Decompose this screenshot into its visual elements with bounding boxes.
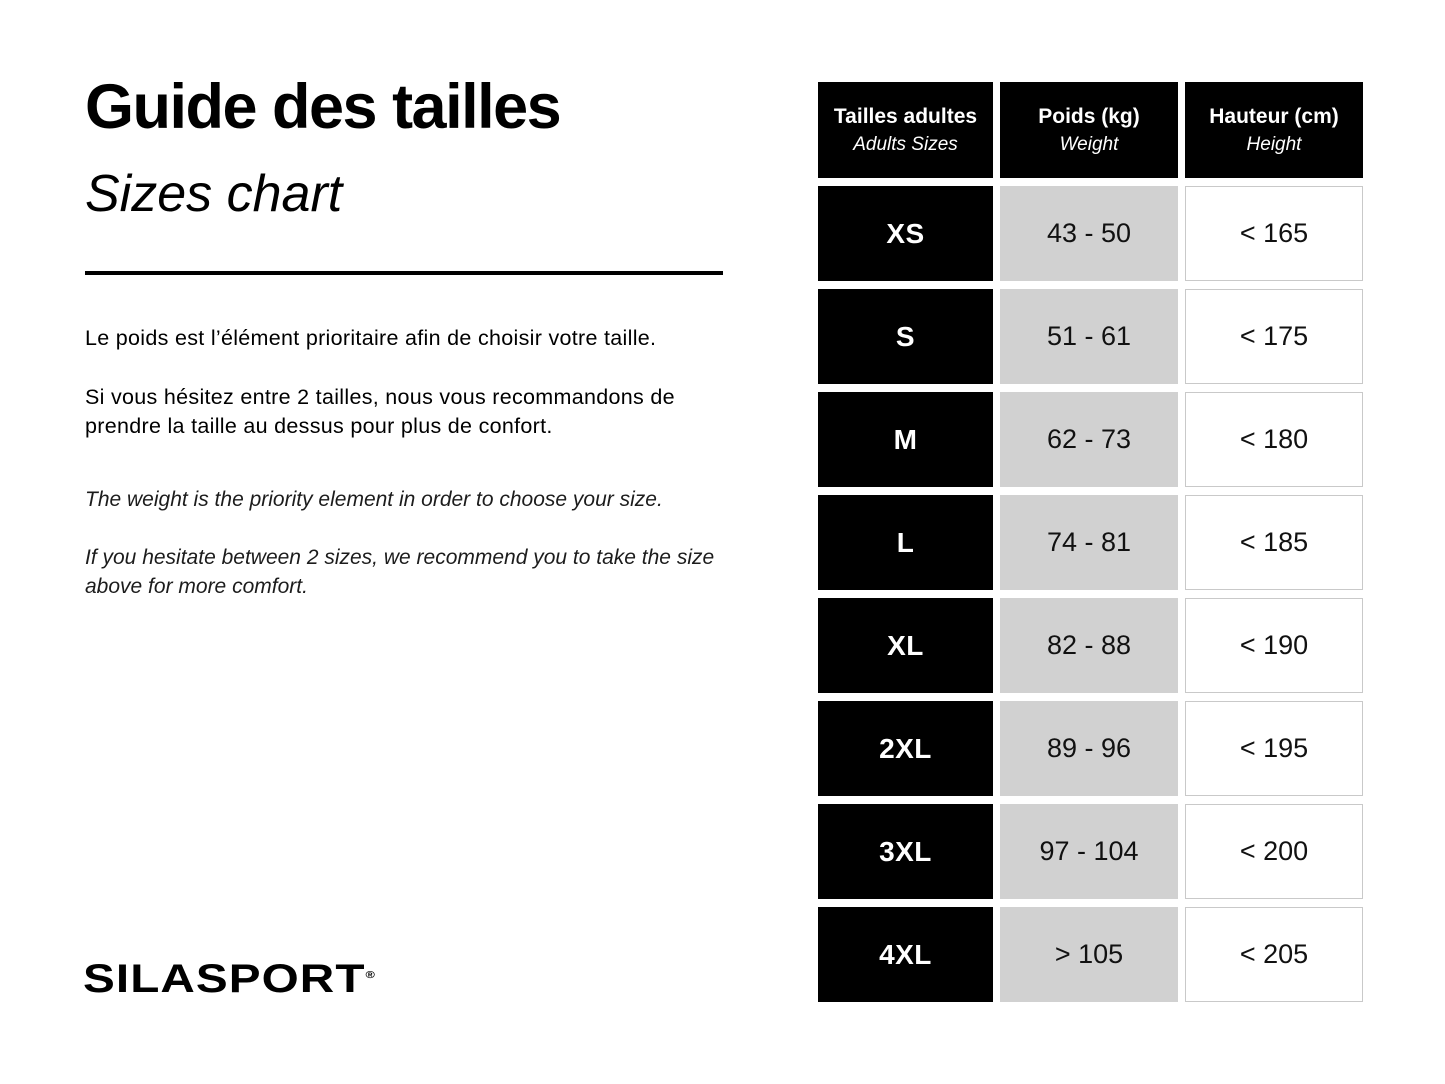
weight-cell: 82 - 88 bbox=[1000, 598, 1178, 693]
brand-logo: SILASPORT® bbox=[83, 959, 375, 999]
weight-cell: 97 - 104 bbox=[1000, 804, 1178, 899]
intro-paragraph-fr-1: Le poids est l’élément prioritaire afin … bbox=[85, 326, 657, 350]
height-cell: < 195 bbox=[1185, 701, 1363, 796]
intro-paragraph-fr-2: Si vous hésitez entre 2 tailles, nous vo… bbox=[85, 385, 675, 438]
page-title-french: Guide des tailles bbox=[85, 72, 562, 142]
height-cell: < 175 bbox=[1185, 289, 1363, 384]
column-header-sizes-fr: Tailles adultes bbox=[833, 104, 978, 128]
column-header-weight-en: Weight bbox=[1059, 133, 1119, 155]
height-cell: < 200 bbox=[1185, 804, 1363, 899]
weight-cell: 62 - 73 bbox=[1000, 392, 1178, 487]
brand-logo-text: SILASPORT bbox=[83, 956, 366, 1001]
size-cell: 2XL bbox=[818, 701, 993, 796]
column-header-weight: Poids (kg) Weight bbox=[1000, 82, 1178, 178]
height-cell: < 190 bbox=[1185, 598, 1363, 693]
column-header-sizes: Tailles adultes Adults Sizes bbox=[818, 82, 993, 178]
size-cell: L bbox=[818, 495, 993, 590]
weight-cell: 51 - 61 bbox=[1000, 289, 1178, 384]
height-cell: < 165 bbox=[1185, 186, 1363, 281]
intro-paragraph-en-2: If you hesitate between 2 sizes, we reco… bbox=[85, 546, 715, 598]
column-header-sizes-en: Adults Sizes bbox=[853, 133, 958, 155]
size-cell: 4XL bbox=[818, 907, 993, 1002]
weight-cell: > 105 bbox=[1000, 907, 1178, 1002]
weight-cell: 89 - 96 bbox=[1000, 701, 1178, 796]
column-header-height: Hauteur (cm) Height bbox=[1185, 82, 1363, 178]
size-table: Tailles adultes Adults Sizes Poids (kg) … bbox=[818, 82, 1363, 1002]
height-cell: < 205 bbox=[1185, 907, 1363, 1002]
height-cell: < 185 bbox=[1185, 495, 1363, 590]
weight-cell: 43 - 50 bbox=[1000, 186, 1178, 281]
column-header-weight-fr: Poids (kg) bbox=[1038, 104, 1140, 128]
page-title-english: Sizes chart bbox=[85, 165, 343, 223]
intro-paragraph-en-1: The weight is the priority element in or… bbox=[85, 488, 663, 511]
size-cell: 3XL bbox=[818, 804, 993, 899]
size-cell: S bbox=[818, 289, 993, 384]
registered-trademark-icon: ® bbox=[365, 968, 375, 981]
weight-cell: 74 - 81 bbox=[1000, 495, 1178, 590]
column-header-height-en: Height bbox=[1246, 133, 1302, 155]
size-cell: XS bbox=[818, 186, 993, 281]
title-divider bbox=[85, 271, 723, 275]
size-cell: M bbox=[818, 392, 993, 487]
size-cell: XL bbox=[818, 598, 993, 693]
height-cell: < 180 bbox=[1185, 392, 1363, 487]
column-header-height-fr: Hauteur (cm) bbox=[1209, 104, 1339, 128]
